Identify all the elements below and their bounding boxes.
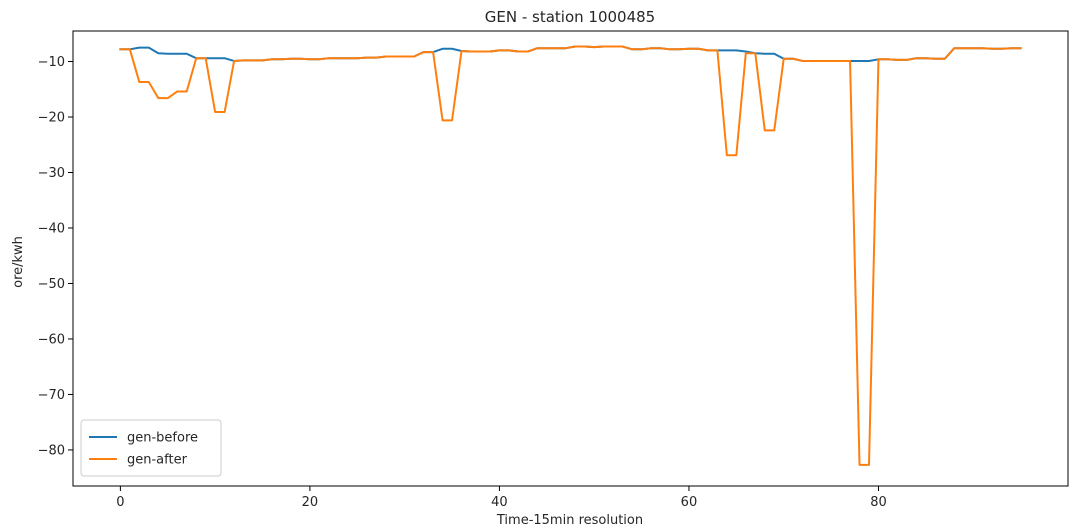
y-tick-label: −30 — [38, 166, 65, 181]
y-tick-label: −60 — [38, 332, 65, 347]
x-tick-label: 20 — [302, 495, 319, 510]
x-tick-label: 80 — [870, 495, 887, 510]
chart-title: GEN - station 1000485 — [485, 8, 655, 26]
y-tick-label: −70 — [38, 388, 65, 403]
y-tick-label: −50 — [38, 277, 65, 292]
y-tick-label: −40 — [38, 221, 65, 236]
legend-box — [80, 419, 222, 477]
x-axis-label: Time-15min resolution — [496, 513, 643, 528]
legend-label-gen-after: gen-after — [127, 453, 188, 468]
x-tick-label: 0 — [116, 495, 124, 510]
plot-frame — [72, 30, 1069, 487]
legend: gen-before gen-after — [80, 419, 222, 477]
x-tick-label: 40 — [491, 495, 508, 510]
x-tick-label: 60 — [681, 495, 698, 510]
y-axis-ticks: −10 −20 −30 −40 −50 −60 −70 −80 — [38, 55, 73, 458]
x-axis-ticks: 0 20 40 60 80 — [116, 486, 887, 510]
legend-label-gen-before: gen-before — [127, 431, 198, 446]
plot-area — [72, 30, 1069, 487]
y-tick-label: −80 — [38, 443, 65, 458]
y-tick-label: −20 — [38, 111, 65, 126]
y-axis-label: ore/kwh — [11, 236, 26, 288]
series-line-gen-after — [119, 45, 1022, 466]
y-tick-label: −10 — [38, 55, 65, 70]
